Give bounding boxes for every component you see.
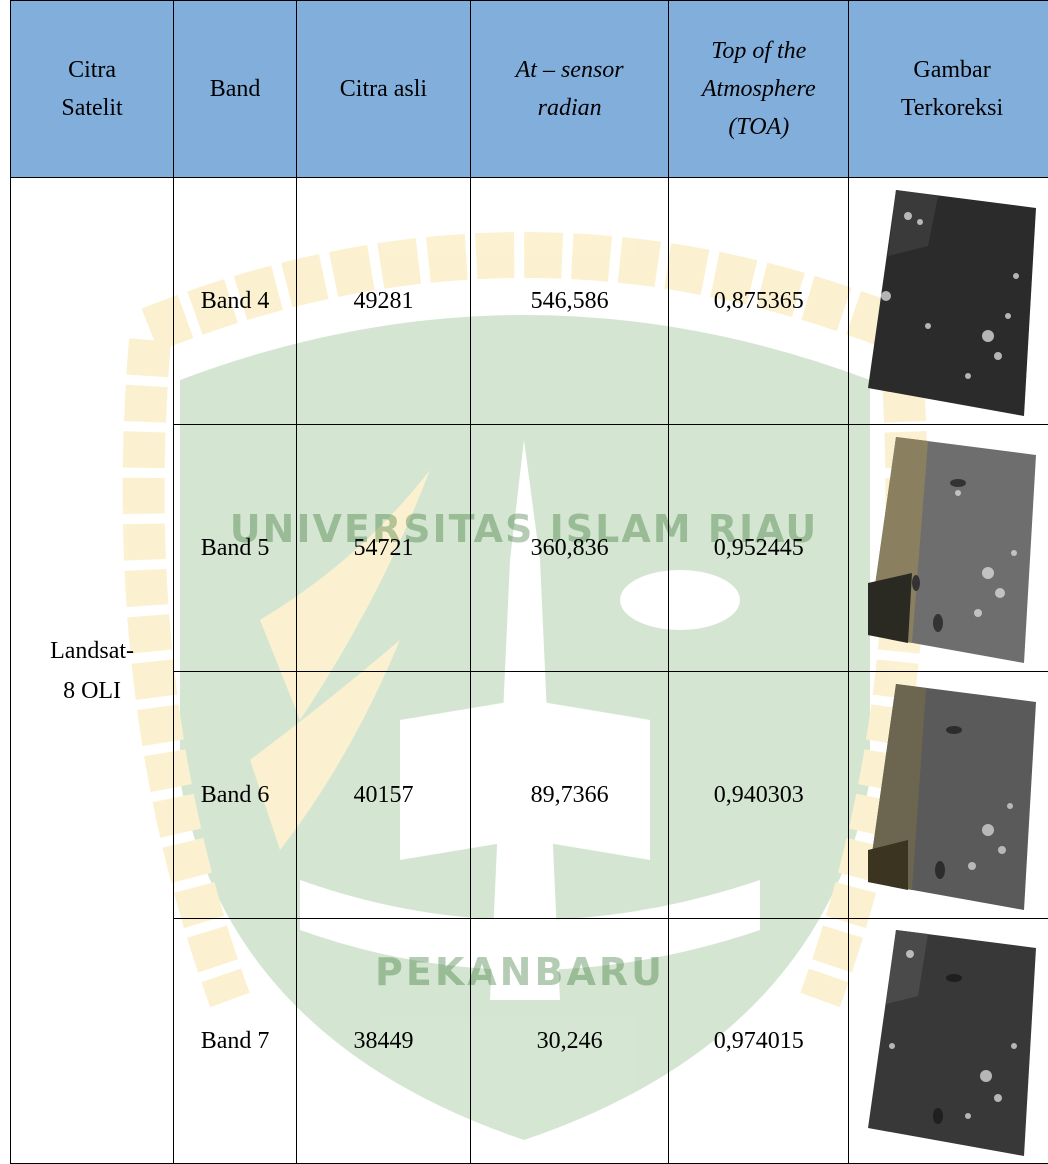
at-sensor-cell: 30,246 <box>470 919 669 1164</box>
corrected-image-cell <box>849 178 1048 425</box>
band-cell: Band 5 <box>174 425 297 672</box>
band-4-corrected-image <box>868 186 1036 416</box>
band-cell: Band 4 <box>174 178 297 425</box>
corrected-image-cell <box>849 425 1048 672</box>
toa-cell: 0,952445 <box>669 425 849 672</box>
corrected-image-cell <box>849 919 1048 1164</box>
header-line: Top of the <box>669 32 848 70</box>
header-band: Band <box>174 1 297 178</box>
table-header-row: Citra Satelit Band Citra asli At – senso… <box>11 1 1048 178</box>
header-citra-satelit: Citra Satelit <box>11 1 174 178</box>
header-line: Terkoreksi <box>849 89 1048 127</box>
header-toa: Top of the Atmosphere (TOA) <box>669 1 849 178</box>
header-line: Atmosphere <box>669 70 848 108</box>
citra-asli-cell: 49281 <box>297 178 471 425</box>
band-7-corrected-image <box>868 926 1036 1156</box>
toa-cell: 0,875365 <box>669 178 849 425</box>
header-line: At – sensor <box>471 51 669 89</box>
citra-asli-cell: 38449 <box>297 919 471 1164</box>
header-line: Satelit <box>11 89 173 127</box>
citra-asli-cell: 54721 <box>297 425 471 672</box>
table-row: Landsat- 8 OLI Band 4 49281 546,586 0,87… <box>11 178 1048 425</box>
toa-cell: 0,974015 <box>669 919 849 1164</box>
at-sensor-cell: 546,586 <box>470 178 669 425</box>
toa-cell: 0,940303 <box>669 672 849 919</box>
band-5-corrected-image <box>868 433 1036 663</box>
header-gambar-terkoreksi: Gambar Terkoreksi <box>849 1 1048 178</box>
satellite-line: Landsat- <box>11 631 173 671</box>
header-line: radian <box>471 89 669 127</box>
band-6-corrected-image <box>868 680 1036 910</box>
at-sensor-cell: 360,836 <box>470 425 669 672</box>
band-cell: Band 7 <box>174 919 297 1164</box>
corrected-image-cell <box>849 672 1048 919</box>
satellite-line: 8 OLI <box>11 671 173 711</box>
header-line: (TOA) <box>669 108 848 146</box>
citra-asli-cell: 40157 <box>297 672 471 919</box>
header-line: Citra asli <box>297 70 470 108</box>
header-line: Band <box>174 70 296 108</box>
header-line: Citra <box>11 51 173 89</box>
toa-correction-table: Citra Satelit Band Citra asli At – senso… <box>10 0 1048 1164</box>
header-citra-asli: Citra asli <box>297 1 471 178</box>
band-cell: Band 6 <box>174 672 297 919</box>
at-sensor-cell: 89,7366 <box>470 672 669 919</box>
header-line: Gambar <box>849 51 1048 89</box>
header-at-sensor-radian: At – sensor radian <box>470 1 669 178</box>
satellite-cell: Landsat- 8 OLI <box>11 178 174 1164</box>
